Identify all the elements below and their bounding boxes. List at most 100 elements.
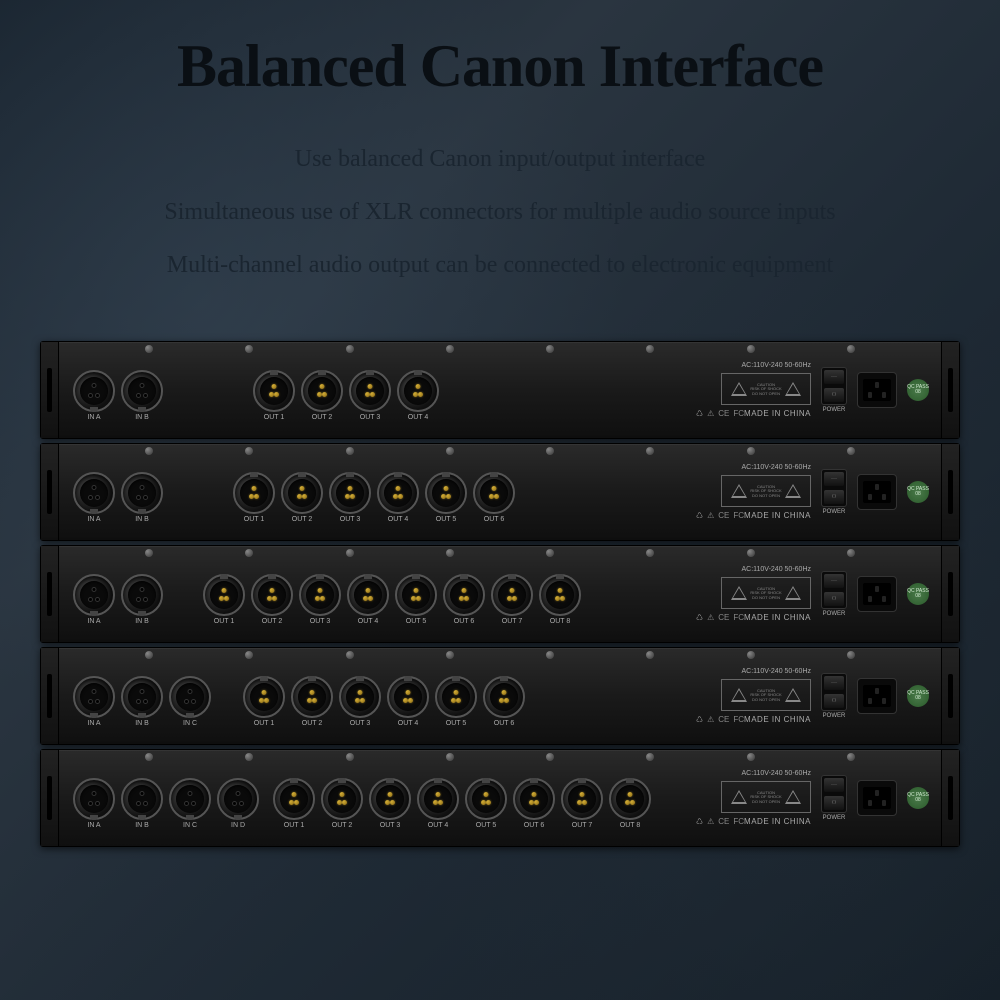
xlr-label: IN B [135, 414, 149, 421]
screw-row [59, 753, 941, 761]
xlr-label: OUT 6 [484, 516, 505, 523]
xlr-female-connector [121, 778, 163, 820]
xlr-connector-slot: IN B [121, 370, 163, 421]
screw-icon [446, 549, 454, 557]
rack-ear-left [41, 342, 59, 438]
xlr-female-connector [73, 472, 115, 514]
xlr-male-connector [301, 370, 343, 412]
power-switch[interactable]: — O [821, 469, 847, 507]
xlr-label: OUT 4 [358, 618, 379, 625]
xlr-label: OUT 5 [436, 516, 457, 523]
xlr-male-connector [561, 778, 603, 820]
power-switch[interactable]: — O [821, 367, 847, 405]
power-switch[interactable]: — O [821, 571, 847, 609]
caution-box: CAUTIONRISK OF SHOCKDO NOT OPEN [721, 475, 811, 507]
iec-power-inlet[interactable] [857, 372, 897, 408]
xlr-connector-slot: OUT 4 [387, 676, 429, 727]
rear-panel: IN A IN B OUT 1 OUT 2 OUT 3 OUT 4 [59, 444, 941, 540]
rocker-off: O [824, 490, 844, 504]
unit-stack: IN A IN B OUT 1 OUT 2 OUT 3 OUT 4 [40, 341, 960, 847]
rack-unit: IN A IN B IN C OUT 1 OUT 2 OUT 3 [40, 647, 960, 745]
rocker-off: O [824, 796, 844, 810]
xlr-male-connector [339, 676, 381, 718]
screw-icon [346, 447, 354, 455]
rocker-on: — [824, 370, 844, 384]
warning-triangle-icon [785, 790, 801, 804]
screw-icon [346, 753, 354, 761]
qc-pass-sticker: QC PASS08 [907, 685, 929, 707]
screw-icon [446, 447, 454, 455]
rack-ear-right [941, 750, 959, 846]
output-group: OUT 1 OUT 2 OUT 3 OUT 4 [253, 370, 439, 421]
power-switch[interactable]: — O [821, 775, 847, 813]
power-switch[interactable]: — O [821, 673, 847, 711]
desc-line-3: Multi-channel audio output can be connec… [0, 239, 1000, 292]
rocker-off: O [824, 388, 844, 402]
xlr-connector-slot: OUT 1 [233, 472, 275, 523]
ac-voltage-label: AC:110V-240 50-60Hz [741, 668, 811, 675]
xlr-connector-slot: OUT 3 [299, 574, 341, 625]
rack-ear-left [41, 444, 59, 540]
certification-marks: ♺⚠CEFC [696, 409, 744, 418]
rack-ear-left [41, 750, 59, 846]
screw-icon [245, 345, 253, 353]
cert-mark: ⚠ [707, 511, 714, 520]
xlr-connector-slot: IN A [73, 472, 115, 523]
xlr-connector-slot: OUT 6 [443, 574, 485, 625]
xlr-label: OUT 1 [244, 516, 265, 523]
iec-power-inlet[interactable] [857, 474, 897, 510]
iec-power-inlet[interactable] [857, 780, 897, 816]
xlr-label: OUT 8 [620, 822, 641, 829]
xlr-label: OUT 2 [312, 414, 333, 421]
screw-icon [145, 651, 153, 659]
xlr-connector-slot: OUT 2 [291, 676, 333, 727]
cert-mark: CE [718, 613, 729, 622]
xlr-male-connector [377, 472, 419, 514]
made-in-label: MADE IN CHINA [744, 613, 811, 622]
certification-marks: ♺⚠CEFC [696, 511, 744, 520]
xlr-female-connector [121, 370, 163, 412]
screw-icon [646, 447, 654, 455]
caution-box: CAUTIONRISK OF SHOCKDO NOT OPEN [721, 679, 811, 711]
xlr-label: OUT 1 [264, 414, 285, 421]
screw-icon [847, 753, 855, 761]
screw-icon [546, 345, 554, 353]
xlr-label: OUT 4 [428, 822, 449, 829]
xlr-label: OUT 4 [398, 720, 419, 727]
screw-icon [646, 549, 654, 557]
xlr-connector-slot: OUT 2 [251, 574, 293, 625]
screw-icon [747, 753, 755, 761]
rear-panel: IN A IN B IN C IN D OUT 1 OUT 2 [59, 750, 941, 846]
warning-triangle-icon [731, 382, 747, 396]
xlr-connector-slot: OUT 4 [377, 472, 419, 523]
screw-icon [145, 753, 153, 761]
cert-mark: ♺ [696, 715, 703, 724]
power-section: AC:110V-240 50-60Hz CAUTIONRISK OF SHOCK… [696, 648, 933, 744]
screw-icon [245, 753, 253, 761]
xlr-connector-slot: OUT 3 [329, 472, 371, 523]
xlr-label: OUT 7 [572, 822, 593, 829]
xlr-connector-slot: OUT 5 [465, 778, 507, 829]
power-label: POWER [823, 815, 846, 821]
power-switch-block: — O POWER [821, 673, 847, 719]
page-title: Balanced Canon Interface [0, 0, 1000, 101]
screw-icon [646, 651, 654, 659]
iec-power-inlet[interactable] [857, 678, 897, 714]
rack-ear-right [941, 444, 959, 540]
made-in-label: MADE IN CHINA [744, 817, 811, 826]
xlr-female-connector [217, 778, 259, 820]
warning-triangle-icon [785, 484, 801, 498]
xlr-label: OUT 3 [340, 516, 361, 523]
xlr-male-connector [329, 472, 371, 514]
xlr-female-connector [73, 778, 115, 820]
xlr-connector-slot: OUT 3 [349, 370, 391, 421]
cert-mark: FC [733, 817, 744, 826]
caution-box: CAUTIONRISK OF SHOCKDO NOT OPEN [721, 373, 811, 405]
iec-power-inlet[interactable] [857, 576, 897, 612]
screw-icon [245, 447, 253, 455]
screw-icon [747, 549, 755, 557]
xlr-connector-slot: IN C [169, 778, 211, 829]
xlr-male-connector [203, 574, 245, 616]
xlr-female-connector [121, 574, 163, 616]
rack-ear-right [941, 648, 959, 744]
